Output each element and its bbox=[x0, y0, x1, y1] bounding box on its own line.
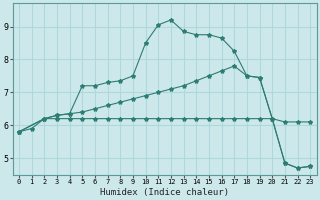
X-axis label: Humidex (Indice chaleur): Humidex (Indice chaleur) bbox=[100, 188, 229, 197]
